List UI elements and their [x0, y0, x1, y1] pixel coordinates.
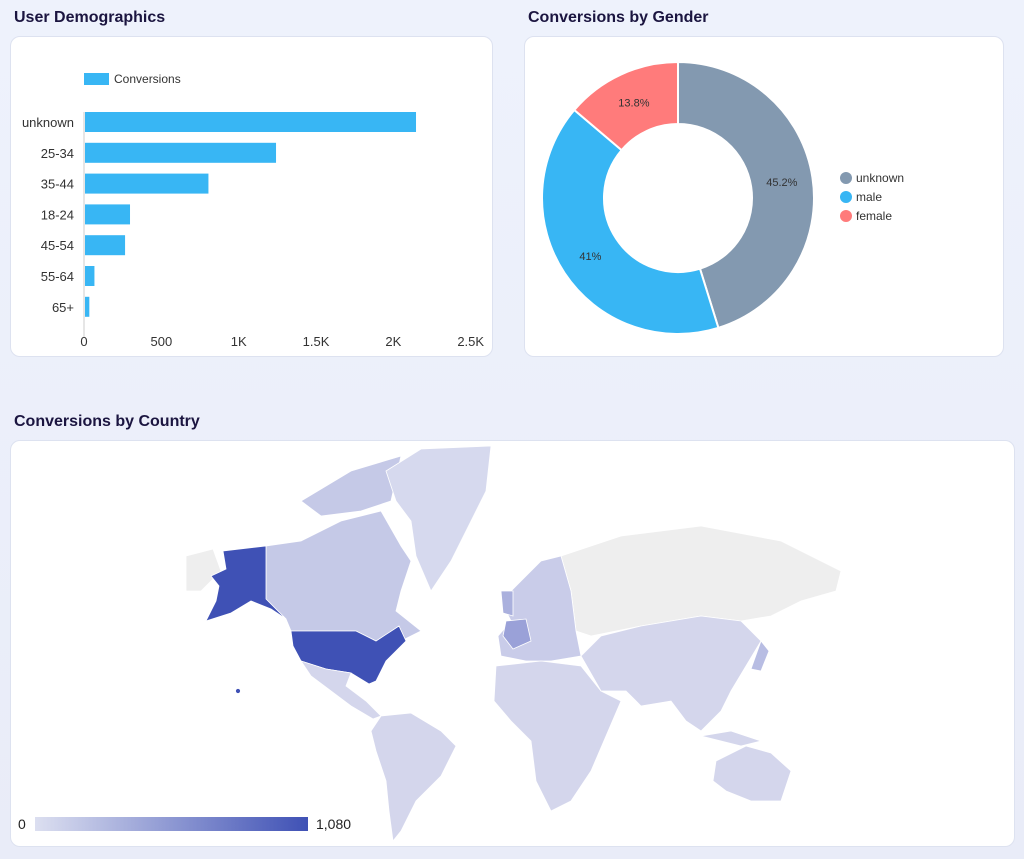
gender-card: 45.2% unknown 41% male 13.8% female — [524, 36, 1004, 357]
x-tick-label: 2.5K — [457, 334, 484, 349]
region-japan[interactable] — [750, 640, 770, 672]
demographics-title: User Demographics — [14, 9, 166, 26]
region-indonesia[interactable] — [700, 730, 763, 747]
country-card — [10, 440, 1015, 847]
region-russia[interactable] — [560, 525, 842, 637]
region-alaska[interactable] — [205, 545, 287, 622]
region-canada[interactable] — [265, 510, 422, 642]
region-africa[interactable] — [493, 660, 622, 812]
slice-female — [572, 60, 679, 152]
x-tick-label: 1.5K — [303, 334, 330, 349]
bar-55-64 — [85, 266, 95, 286]
legend-label: unknown — [856, 171, 904, 185]
x-tick-label: 500 — [150, 334, 172, 349]
scale-min: 0 — [18, 816, 26, 832]
bar-65+ — [85, 296, 90, 317]
slice-unknown — [677, 60, 815, 330]
region-greenland[interactable] — [385, 445, 492, 592]
slice-label: 13.8% — [618, 98, 649, 110]
demographics-card: Conversions unknown 25-34 35-44 18-24 45-54 55… — [10, 36, 493, 357]
country-title: Conversions by Country — [14, 413, 200, 430]
region-uk[interactable] — [500, 590, 514, 617]
x-tick-label: 2K — [385, 334, 401, 349]
x-tick-label: 1K — [231, 334, 247, 349]
bar-45-54 — [85, 235, 126, 256]
region-france[interactable] — [502, 618, 532, 650]
region-canada-arctic[interactable] — [300, 455, 402, 517]
bar-unknown — [85, 112, 417, 132]
color-scale-bar — [35, 817, 308, 831]
slice-label: 41% — [579, 251, 601, 263]
slice-label: 45.2% — [766, 177, 797, 189]
world-map[interactable] — [11, 441, 1016, 848]
x-tick-label: 0 — [80, 334, 87, 349]
category-label: 45-54 — [41, 238, 74, 253]
bar-18-24 — [85, 204, 131, 225]
gender-title: Conversions by Gender — [528, 9, 709, 26]
category-label: 55-64 — [41, 269, 74, 284]
category-label: 18-24 — [41, 207, 74, 222]
legend-dot-unknown — [840, 172, 852, 184]
region-south-america[interactable] — [370, 712, 457, 842]
category-label: 35-44 — [41, 177, 74, 192]
region-chukotka[interactable] — [185, 548, 222, 592]
bar-25-34 — [85, 142, 277, 163]
bar-35-44 — [85, 173, 209, 194]
legend-label: male — [856, 190, 882, 204]
category-label: 65+ — [52, 300, 74, 315]
slice-male — [541, 108, 720, 335]
scale-max: 1,080 — [316, 816, 352, 832]
legend-label: Conversions — [114, 72, 181, 86]
legend-swatch — [84, 73, 109, 85]
donut-chart: 45.2% unknown 41% male 13.8% female — [541, 60, 904, 335]
legend-dot-female — [840, 210, 852, 222]
category-label: unknown — [22, 115, 74, 130]
region-asia[interactable] — [580, 615, 762, 732]
legend-label: female — [856, 209, 892, 223]
region-australia[interactable] — [712, 745, 792, 802]
region-hawaii[interactable] — [235, 688, 241, 694]
bar-chart: Conversions unknown 25-34 35-44 18-24 45-54 55… — [22, 72, 484, 349]
category-label: 25-34 — [41, 146, 74, 161]
legend-dot-male — [840, 191, 852, 203]
